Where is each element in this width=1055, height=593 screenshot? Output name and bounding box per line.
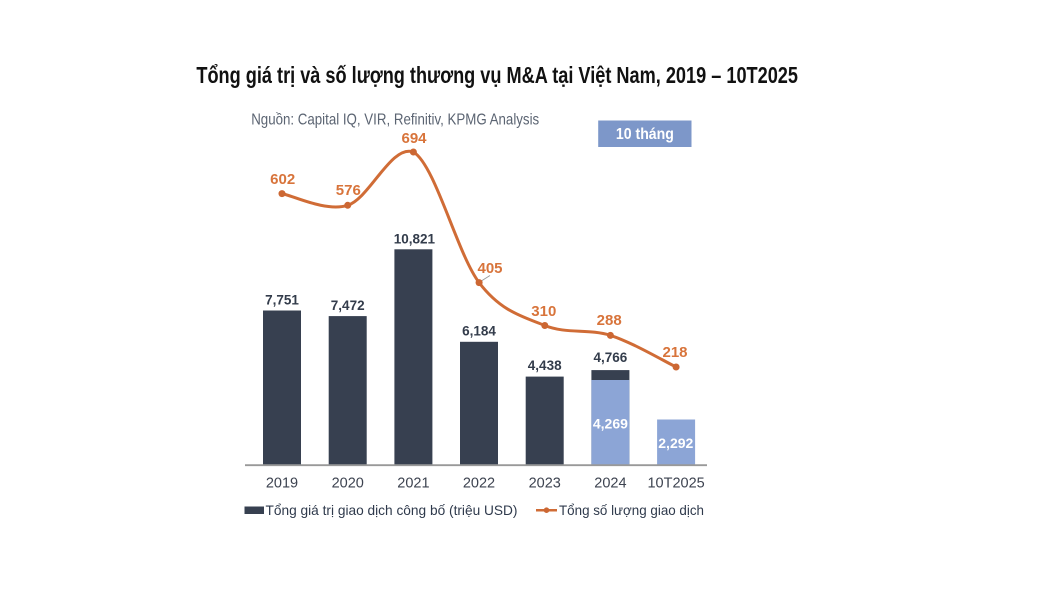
svg-text:7,472: 7,472 (331, 298, 365, 313)
svg-text:10,821: 10,821 (394, 231, 436, 246)
svg-text:6,184: 6,184 (462, 323, 496, 338)
svg-text:Tổng số lượng giao dịch: Tổng số lượng giao dịch (559, 502, 704, 518)
svg-text:310: 310 (531, 303, 556, 320)
svg-text:10T2025: 10T2025 (647, 475, 704, 491)
svg-text:4,269: 4,269 (593, 415, 628, 431)
svg-text:7,751: 7,751 (265, 292, 299, 307)
svg-text:2,292: 2,292 (658, 435, 693, 451)
svg-text:2024: 2024 (594, 475, 626, 491)
svg-text:602: 602 (270, 171, 295, 188)
svg-text:Nguồn: Capital IQ, VIR, Refini: Nguồn: Capital IQ, VIR, Refinitiv, KPMG … (251, 112, 539, 129)
svg-text:4,766: 4,766 (594, 350, 628, 365)
svg-text:4,438: 4,438 (528, 358, 562, 373)
svg-text:2021: 2021 (397, 475, 429, 491)
svg-text:576: 576 (336, 182, 361, 199)
svg-text:288: 288 (597, 312, 622, 329)
svg-text:218: 218 (662, 344, 687, 361)
svg-text:2022: 2022 (463, 475, 495, 491)
svg-text:2023: 2023 (529, 475, 561, 491)
svg-text:Tổng giá trị và số lượng thươn: Tổng giá trị và số lượng thương vụ M&A t… (196, 62, 798, 88)
svg-text:2019: 2019 (266, 475, 298, 491)
svg-text:10 tháng: 10 tháng (616, 126, 674, 143)
svg-text:694: 694 (401, 130, 427, 147)
svg-text:2020: 2020 (332, 475, 364, 491)
svg-text:Tổng giá trị giao dịch công bố: Tổng giá trị giao dịch công bố (triệu US… (266, 502, 518, 518)
svg-text:405: 405 (477, 260, 502, 277)
